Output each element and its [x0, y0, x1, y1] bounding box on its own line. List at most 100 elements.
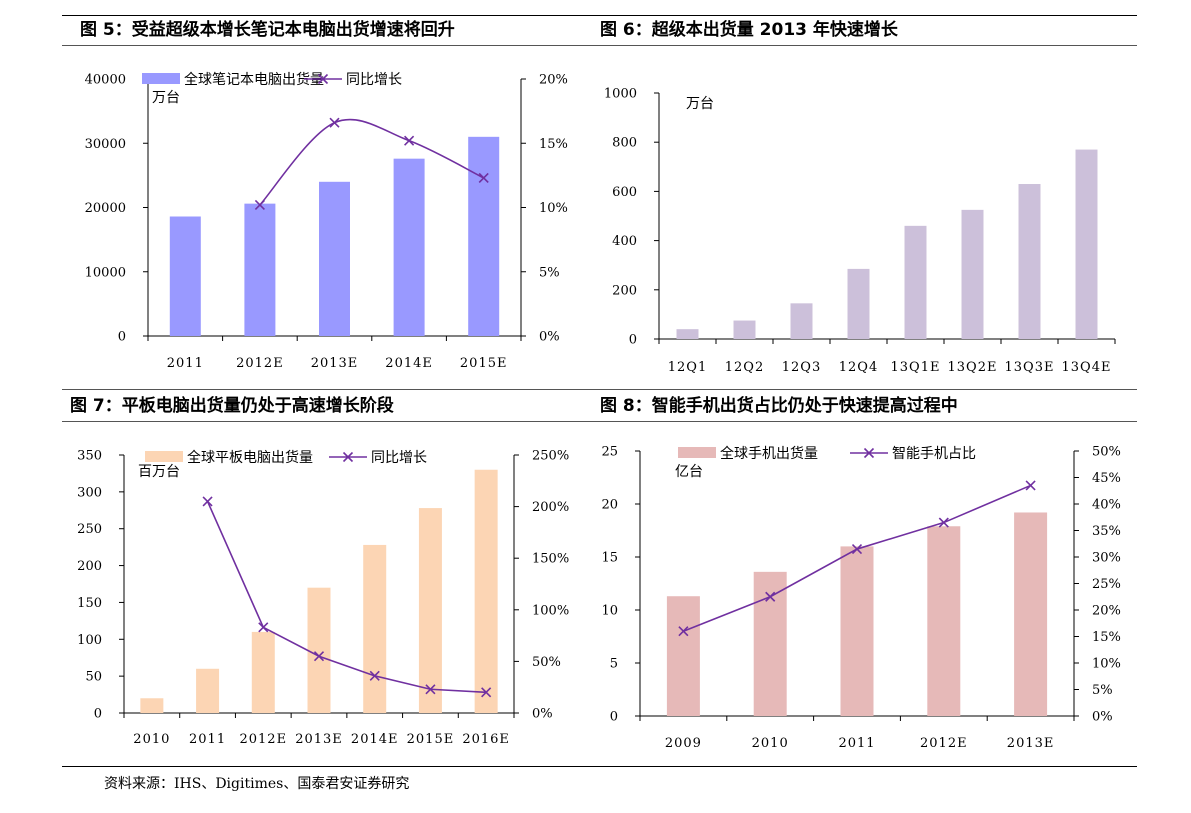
- bar: [1014, 512, 1048, 716]
- y-tick-label: 10000: [85, 265, 126, 280]
- x-tick-label: 2011: [167, 356, 204, 371]
- series-line: [259, 118, 485, 206]
- y-tick-label: 400: [612, 234, 637, 249]
- y-tick-label: 300: [77, 485, 102, 500]
- y2-tick-label: 15%: [1092, 630, 1121, 645]
- x-tick-label: 2012E: [920, 736, 968, 751]
- line-point-marker: [851, 543, 863, 555]
- laptop-shipments-chart: 0 10000 20000 30000 40000 0% 5% 10% 15% 20% 2011 20…: [85, 71, 568, 371]
- x-tick-label: 2011: [838, 736, 875, 751]
- bar: [319, 181, 350, 336]
- bar: [961, 209, 984, 339]
- bar: [393, 158, 425, 336]
- x-tick-label: 2012E: [239, 732, 287, 747]
- x-tick-label: 13Q2E: [948, 360, 998, 375]
- y-tick-label: 20000: [85, 201, 126, 216]
- y2-tick-label: 5%: [539, 265, 560, 280]
- y-tick-label: 100: [77, 633, 102, 648]
- legend-line-marker: [317, 73, 329, 85]
- ultrabook-shipments-chart: 0 200 400 600 800 1000 12Q1 12Q2 12Q3 12Q4 13Q1E 13…: [604, 87, 1116, 375]
- line-point-marker: [1025, 480, 1036, 491]
- line-point-marker: [765, 591, 776, 602]
- bar: [1075, 149, 1098, 339]
- y2-tick-label: 20%: [539, 73, 568, 88]
- legend-bar-swatch: [678, 447, 716, 458]
- y-tick-label: 50: [85, 670, 102, 685]
- x-tick-label: 2015E: [407, 732, 455, 747]
- y-tick-label: 350: [77, 449, 102, 464]
- smartphone-share-chart: 0 5 10 15 20 25 0% 5% 10% 15% 20% 25% 30% 35% 40% 45% 50…: [601, 445, 1121, 752]
- bar: [307, 587, 331, 713]
- bar: [840, 546, 874, 716]
- bar: [847, 268, 870, 339]
- y2-tick-label: 45%: [1092, 471, 1121, 486]
- figure-6-title: 图 6：超级本出货量 2013 年快速增长: [600, 20, 898, 40]
- bar: [251, 631, 275, 713]
- legend-label: 智能手机占比: [892, 446, 976, 462]
- x-tick-label: 13Q1E: [891, 360, 941, 375]
- line-point-marker: [254, 199, 265, 210]
- y2-tick-label: 5%: [1092, 683, 1113, 698]
- line-point-marker: [425, 684, 436, 695]
- figure-6-chart: 0 200 400 600 800 1000 12Q1 12Q2 12Q3 12Q4 13Q1E 13…: [600, 50, 1140, 385]
- x-tick-label: 2013E: [311, 356, 359, 371]
- legend-bar-swatch: [142, 73, 180, 84]
- legend-label: 同比增长: [371, 450, 427, 466]
- bar: [904, 225, 927, 339]
- y-tick-label: 25: [601, 445, 618, 460]
- bar: [418, 508, 442, 713]
- line-point-marker: [404, 135, 415, 146]
- line-point-marker: [938, 517, 949, 528]
- bar: [666, 596, 700, 716]
- figure-5-title: 图 5：受益超级本增长笔记本电脑出货增速将回升: [80, 20, 455, 40]
- bar: [753, 571, 787, 716]
- y-tick-label: 150: [77, 596, 102, 611]
- y2-tick-label: 150%: [532, 552, 569, 567]
- y-tick-label: 5: [610, 657, 618, 672]
- legend-bar-swatch: [145, 451, 183, 462]
- y-tick-label: 30000: [85, 137, 126, 152]
- line-point-marker: [329, 117, 340, 128]
- bar: [676, 329, 699, 339]
- row1-title-rule: [62, 45, 1137, 46]
- y2-tick-label: 0%: [532, 707, 553, 722]
- line-point-marker: [478, 172, 489, 184]
- bar: [790, 303, 813, 339]
- y2-tick-label: 35%: [1092, 524, 1121, 539]
- y2-tick-label: 40%: [1092, 498, 1121, 513]
- x-tick-label: 2015E: [460, 356, 508, 371]
- y-tick-label: 200: [77, 559, 102, 574]
- unit-label: 百万台: [138, 464, 180, 480]
- x-tick-label: 2016E: [462, 732, 510, 747]
- y-tick-label: 0: [94, 707, 102, 722]
- x-tick-label: 12Q1: [668, 360, 707, 375]
- legend-label: 全球手机出货量: [720, 445, 818, 462]
- y-tick-label: 20: [601, 498, 618, 513]
- unit-label: 万台: [152, 90, 180, 106]
- line-point-marker: [481, 687, 492, 698]
- y-tick-label: 0: [629, 333, 637, 348]
- line-point-marker: [313, 651, 325, 662]
- y-tick-label: 0: [118, 330, 126, 345]
- y2-tick-label: 200%: [532, 500, 569, 515]
- row2-top-rule: [62, 389, 1137, 390]
- line-point-marker: [258, 622, 269, 633]
- x-tick-label: 2013E: [1007, 736, 1055, 751]
- bottom-rule: [62, 766, 1137, 767]
- unit-label: 亿台: [675, 464, 703, 480]
- x-tick-label: 12Q2: [725, 360, 764, 375]
- legend-label: 全球笔记本电脑出货量: [184, 71, 324, 88]
- bar: [140, 698, 164, 713]
- y2-tick-label: 50%: [1092, 445, 1121, 460]
- y2-tick-label: 25%: [1092, 577, 1121, 592]
- legend-line-marker: [863, 447, 875, 459]
- bar: [169, 216, 201, 336]
- source-note: 资料来源：IHS、Digitimes、国泰君安证券研究: [104, 776, 410, 792]
- figure-7-title: 图 7：平板电脑出货量仍处于高速增长阶段: [70, 396, 394, 416]
- y-tick-label: 800: [612, 136, 637, 151]
- bar: [196, 668, 220, 713]
- x-tick-label: 2010: [133, 732, 170, 747]
- x-tick-label: 2014E: [351, 732, 399, 747]
- figure-8-chart: 0 5 10 15 20 25 0% 5% 10% 15% 20% 25% 30% 35% 40% 45% 50…: [600, 425, 1140, 760]
- bar: [927, 526, 961, 716]
